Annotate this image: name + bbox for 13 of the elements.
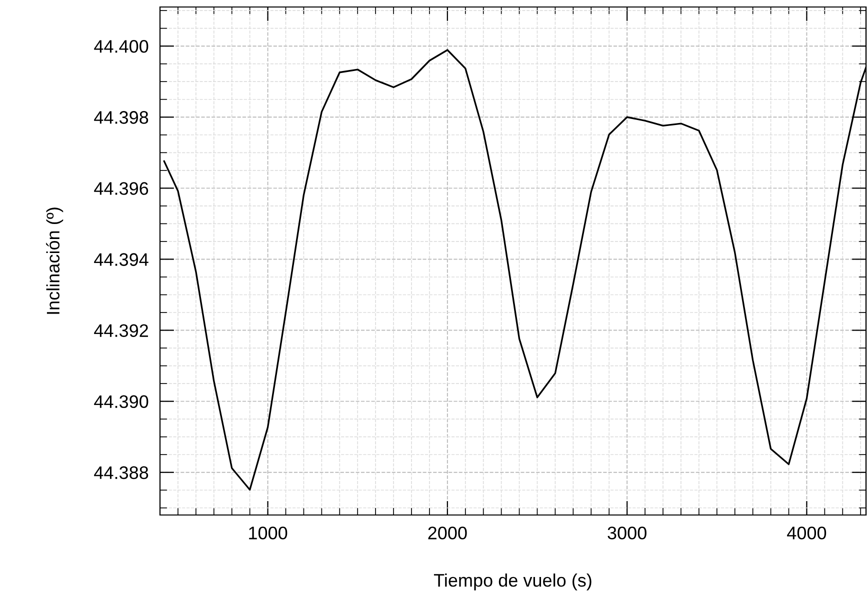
y-axis-title: Inclinación (º) <box>46 208 64 314</box>
y-tick-label: 44.392 <box>94 324 148 337</box>
x-tick-label: 4000 <box>787 526 826 540</box>
x-tick-label: 1000 <box>249 526 288 540</box>
x-tick-label: 3000 <box>608 526 646 540</box>
y-tick-label: 44.388 <box>94 466 148 480</box>
y-tick-label: 44.396 <box>94 182 148 195</box>
y-tick-label: 44.400 <box>94 40 148 53</box>
y-tick-label: 44.390 <box>94 395 148 408</box>
x-axis-title: Tiempo de vuelo (s) <box>434 574 592 590</box>
y-tick-label: 44.398 <box>94 111 148 124</box>
y-tick-label: 44.394 <box>94 253 148 266</box>
x-tick-label: 2000 <box>428 526 467 540</box>
